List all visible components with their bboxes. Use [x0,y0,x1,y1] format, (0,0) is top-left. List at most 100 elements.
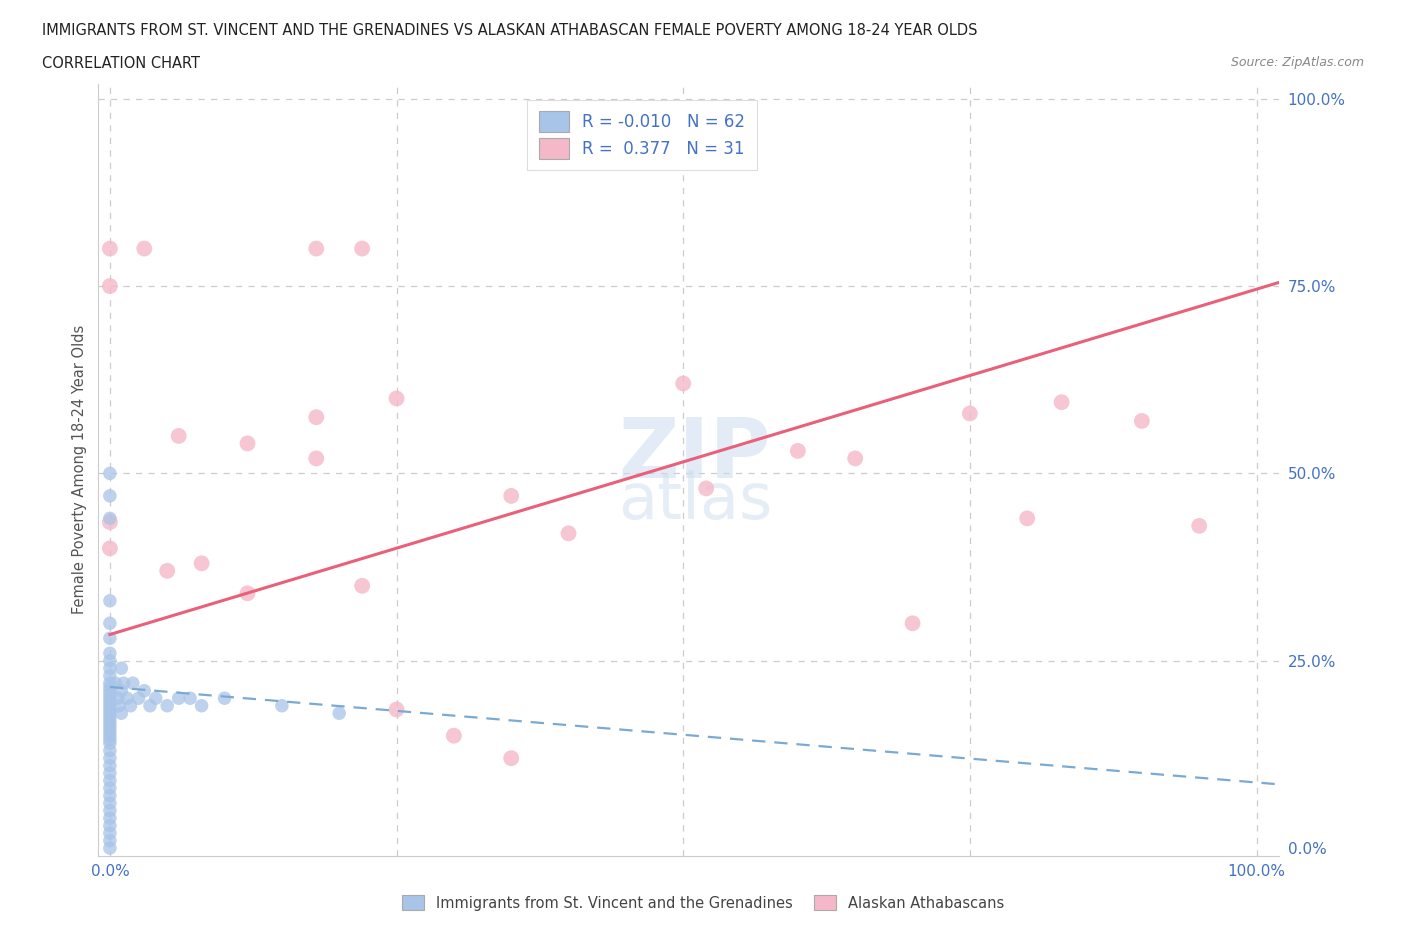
Point [501,488,523,503]
Point [110,684,132,698]
Point [672,376,695,391]
Point [98,698,121,713]
Point [98,765,121,780]
Legend: R = -0.010   N = 62, R =  0.377   N = 31: R = -0.010 N = 62, R = 0.377 N = 31 [527,100,756,170]
Point [98,796,121,811]
Point [156,698,179,713]
Point [98,661,121,676]
Legend: Immigrants from St. Vincent and the Grenadines, Alaskan Athabascans: Immigrants from St. Vincent and the Gren… [395,888,1011,918]
Point [98,710,121,724]
Text: ZIP: ZIP [619,414,770,495]
Point [385,702,408,717]
Point [134,241,156,256]
Point [236,436,259,451]
Point [98,780,121,795]
Point [352,578,374,593]
Text: Source: ZipAtlas.com: Source: ZipAtlas.com [1230,56,1364,69]
Point [98,833,121,848]
Point [190,698,212,713]
Point [98,751,121,765]
Point [352,241,374,256]
Point [98,466,121,481]
Point [98,818,121,833]
Point [305,410,328,425]
Text: IMMIGRANTS FROM ST. VINCENT AND THE GRENADINES VS ALASKAN ATHABASCAN FEMALE POVE: IMMIGRANTS FROM ST. VINCENT AND THE GREN… [42,23,977,38]
Point [236,586,259,601]
Point [98,721,121,736]
Point [98,631,121,645]
Point [98,695,121,710]
Point [128,691,150,706]
Point [98,724,121,739]
Text: atlas: atlas [619,470,772,532]
Point [1017,511,1039,525]
Point [270,698,292,713]
Point [98,488,121,503]
Point [1188,518,1211,533]
Point [98,702,121,717]
Y-axis label: Female Poverty Among 18-24 Year Olds: Female Poverty Among 18-24 Year Olds [72,325,87,615]
Point [110,661,132,676]
Point [501,751,523,765]
Point [98,736,121,751]
Point [110,706,132,721]
Point [98,645,121,660]
Point [98,669,121,684]
Point [98,653,121,668]
Point [844,451,866,466]
Point [134,684,156,698]
Point [98,241,121,256]
Point [98,743,121,758]
Point [98,676,121,691]
Point [167,429,190,444]
Point [139,698,162,713]
Point [695,481,717,496]
Point [786,444,808,458]
Point [959,406,981,421]
Point [98,811,121,826]
Point [98,514,121,529]
Point [98,706,121,721]
Point [104,676,127,691]
Point [145,691,167,706]
Point [115,691,138,706]
Point [167,691,190,706]
Point [901,616,924,631]
Point [328,706,350,721]
Point [98,541,121,556]
Point [443,728,465,743]
Point [112,676,135,691]
Point [98,687,121,702]
Point [98,279,121,294]
Point [98,841,121,856]
Point [121,676,143,691]
Point [107,691,129,706]
Point [98,691,121,706]
Point [98,717,121,732]
Point [156,564,179,578]
Point [108,698,131,713]
Point [120,698,142,713]
Point [98,732,121,747]
Text: CORRELATION CHART: CORRELATION CHART [42,56,200,71]
Point [98,511,121,525]
Point [557,525,579,540]
Point [98,713,121,728]
Point [98,593,121,608]
Point [385,391,408,405]
Point [190,556,212,571]
Point [98,758,121,773]
Point [98,789,121,804]
Point [179,691,201,706]
Point [1050,394,1073,409]
Point [98,680,121,695]
Point [98,616,121,631]
Point [305,451,328,466]
Point [305,241,328,256]
Point [1130,414,1153,429]
Point [98,773,121,788]
Point [214,691,236,706]
Point [98,728,121,743]
Point [98,804,121,818]
Point [98,826,121,841]
